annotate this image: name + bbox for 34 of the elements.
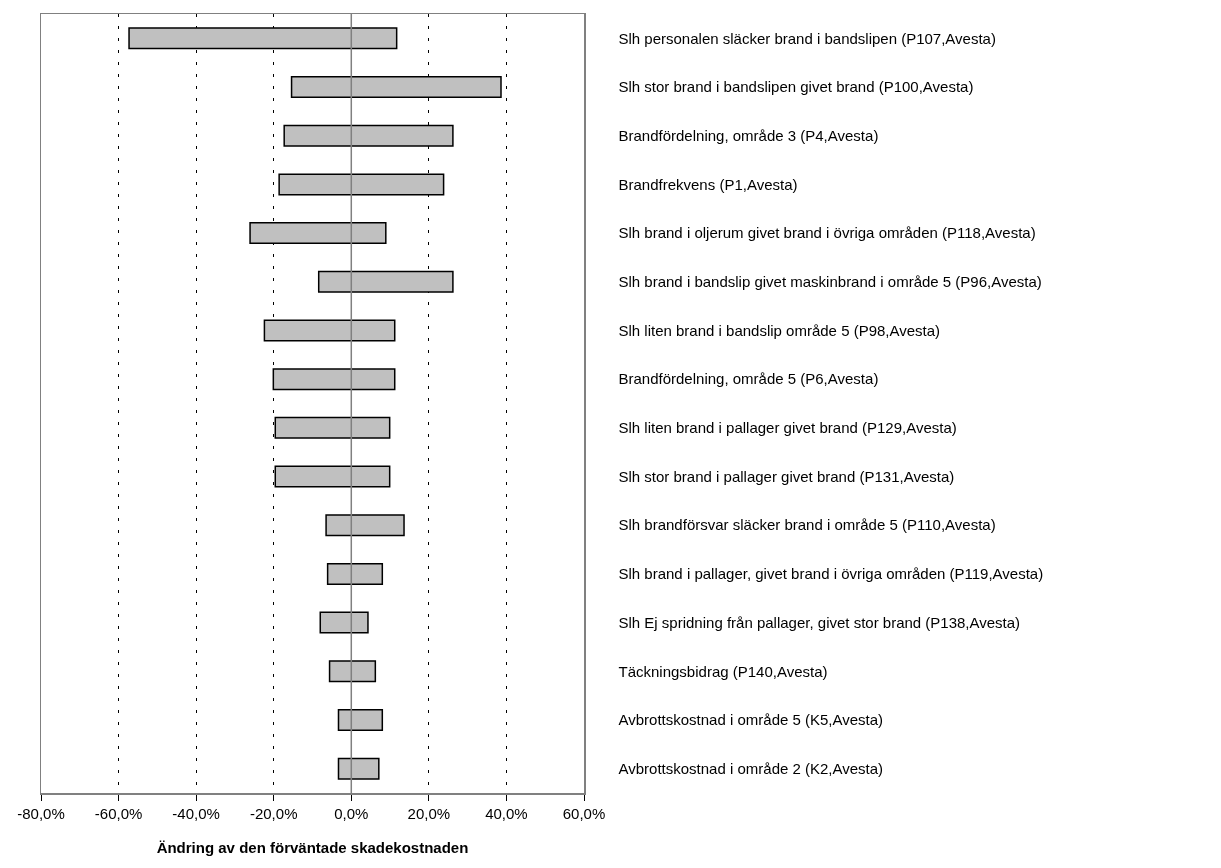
x-tick-label: -60,0% xyxy=(94,804,143,822)
bar xyxy=(326,562,384,585)
x-axis-title: Ändring av den förväntade skadekostnaden xyxy=(156,839,469,857)
y-tick-label: Slh Ej spridning från pallager, givet stor brand (P138,Avesta) xyxy=(618,613,1021,631)
x-tick-label: 20,0% xyxy=(407,804,451,822)
y-tick-label: Slh stor brand i pallager givet brand (P131,Avesta) xyxy=(618,467,955,485)
bar xyxy=(272,368,396,391)
y-tick-label: Brandfördelning, område 3 (P4,Avesta) xyxy=(618,126,879,144)
x-tick-label: 40,0% xyxy=(485,804,528,822)
y-tick-label: Slh liten brand i bandslip område 5 (P98,Avesta) xyxy=(618,321,941,339)
bar xyxy=(328,660,377,683)
y-tick-label: Slh stor brand i bandslipen givet brand (P100,Avesta) xyxy=(618,78,974,96)
y-tick-label: Brandfrekvens (P1,Avesta) xyxy=(618,175,798,193)
x-tick-label: 0,0% xyxy=(334,804,369,822)
bar xyxy=(263,319,396,342)
y-tick-label: Slh personalen släcker brand i bandslipen (P107,Avesta) xyxy=(618,29,996,47)
x-tick-label: -20,0% xyxy=(249,804,298,822)
x-tick-label: -80,0% xyxy=(17,804,65,822)
bar xyxy=(317,270,454,293)
y-tick-label: Avbrottskostnad i område 2 (K2,Avesta) xyxy=(618,759,884,777)
x-tick-label: 60,0% xyxy=(562,804,606,822)
bar xyxy=(319,611,369,634)
bar xyxy=(337,757,380,780)
y-tick-label: Slh brandförsvar släcker brand i område 5 (P110,Avesta) xyxy=(618,516,996,534)
y-tick-label: Slh brand i bandslip givet maskinbrand i område 5 (P96,Avesta) xyxy=(618,273,1042,291)
y-tick-label: Slh brand i pallager, givet brand i övriga områden (P119,Avesta) xyxy=(618,565,1044,583)
y-tick-label: Täckningsbidrag (P140,Avesta) xyxy=(618,662,828,680)
bar xyxy=(337,708,384,731)
y-tick-label: Slh liten brand i pallager givet brand (P129,Avesta) xyxy=(618,419,957,437)
bar xyxy=(325,514,405,537)
y-tick-label: Brandfördelning, område 5 (P6,Avesta) xyxy=(618,370,879,388)
y-tick-label: Avbrottskostnad i område 5 (K5,Avesta) xyxy=(618,711,884,729)
y-tick-label: Slh brand i oljerum givet brand i övriga områden (P118,Avesta) xyxy=(618,224,1036,242)
x-tick-label: -40,0% xyxy=(172,804,220,822)
